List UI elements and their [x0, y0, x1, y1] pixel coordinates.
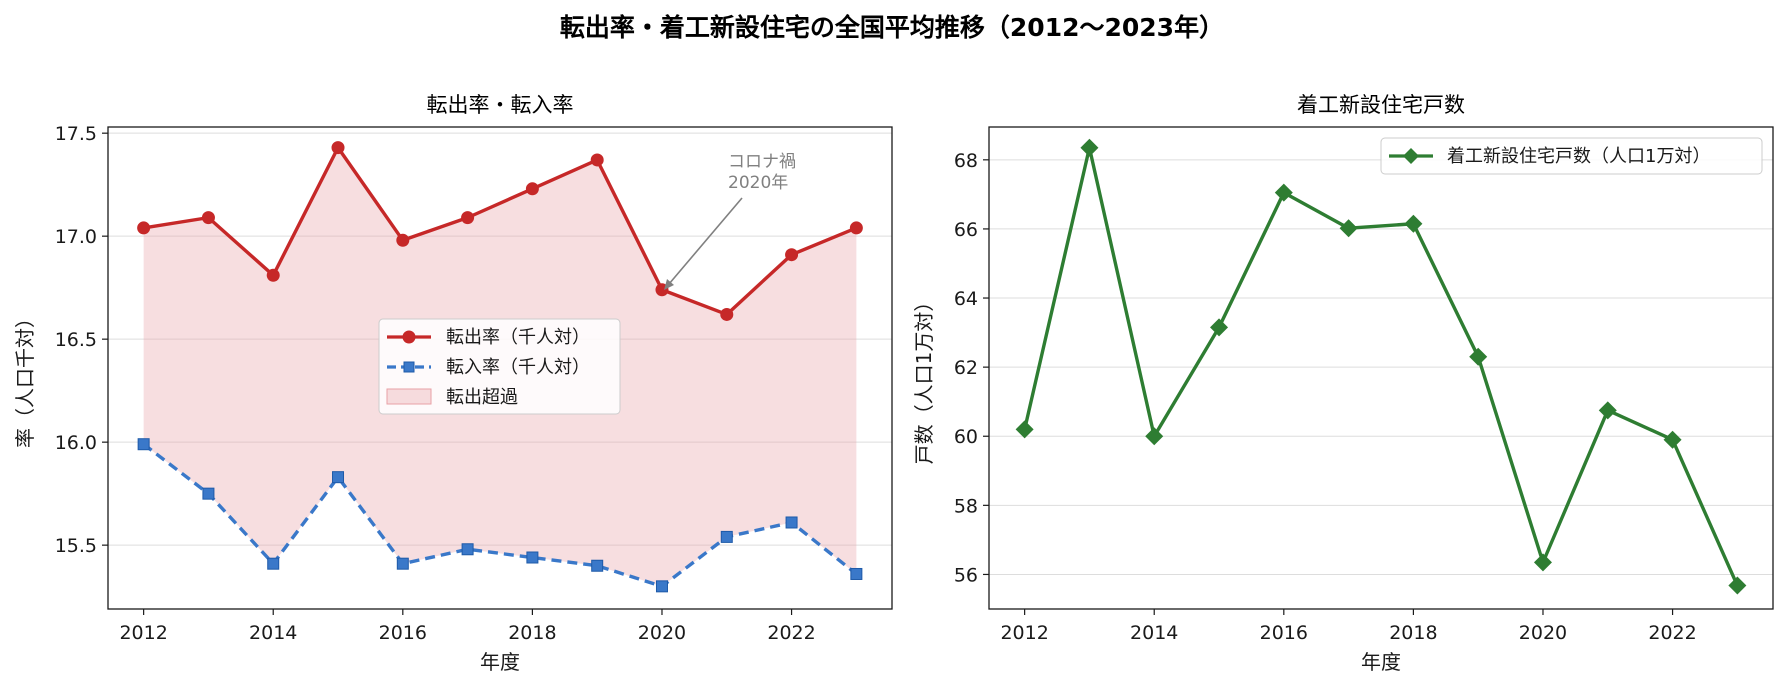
rate-chart-point	[785, 248, 799, 262]
rate-chart-point	[720, 307, 734, 321]
housing-chart-x-tick-label: 2020	[1519, 622, 1567, 644]
annotation-text-line1: コロナ禍	[728, 152, 796, 172]
rate-chart-series-layer	[137, 141, 863, 593]
housing-chart-x-tick-label: 2012	[1000, 622, 1048, 644]
rate-chart-point	[526, 551, 539, 564]
rate-chart-y-axis-label: 率（人口千対）	[13, 308, 37, 448]
rate-chart-point	[266, 268, 280, 282]
housing-chart-point	[1210, 318, 1229, 337]
rate-chart-x-tick-label: 2014	[249, 622, 297, 644]
rate-chart-title: 転出率・転入率	[427, 93, 574, 117]
housing-chart-point	[1145, 427, 1164, 446]
housing-chart-x-tick-label: 2014	[1130, 622, 1178, 644]
rate-chart-point	[590, 153, 604, 167]
rate-chart-point	[655, 580, 668, 593]
housing-chart-y-tick-label: 58	[954, 495, 978, 517]
rate-chart-y-tick-label: 17.0	[55, 226, 97, 248]
rate-chart-point	[396, 557, 409, 570]
housing-chart-point	[1274, 183, 1293, 202]
rate-chart-series-line-0	[143, 145, 858, 317]
housing-chart-point	[1404, 214, 1423, 233]
rate-chart-x-tick-label: 2016	[379, 622, 427, 644]
legend-marker-housing	[1403, 148, 1419, 164]
housing-chart-legend: 着工新設住宅戸数（人口1万対）	[1380, 137, 1763, 175]
housing-chart-y-tick-label: 68	[954, 150, 978, 172]
rate-chart-axes-frame	[107, 126, 893, 610]
housing-chart-point	[1663, 430, 1682, 449]
rate-chart-point	[525, 182, 539, 196]
housing-chart-panel: 着工新設住宅戸数 56 58 60 62 64 66 68 2012 2014 2016 2018 2…	[912, 93, 1774, 674]
rate-chart-x-tick-label: 2018	[508, 622, 556, 644]
housing-chart-y-tick-label: 60	[954, 426, 978, 448]
rate-chart-point	[202, 487, 215, 500]
housing-chart-point	[1080, 138, 1099, 157]
housing-chart-x-tick-label: 2022	[1648, 622, 1696, 644]
rate-chart-x-tick-label: 2022	[767, 622, 815, 644]
annotation-covid: コロナ禍 2020年	[664, 152, 796, 290]
annotation-arrowhead	[664, 279, 674, 290]
rate-chart-point	[137, 221, 151, 235]
housing-chart-ticks: 56 58 60 62 64 66 68 2012 2014 2016 2018 2020 2022	[954, 150, 1697, 644]
rate-chart-point	[267, 557, 280, 570]
housing-chart-y-tick-label: 56	[954, 564, 978, 586]
legend-label-out-rate: 転出率（千人対）	[446, 327, 590, 348]
rate-chart-ticks: 15.5 16.0 16.5 17.0 17.5 2012 2014 2016 2018 2020…	[55, 123, 816, 644]
rate-chart-legend: 転出率（千人対） 転入率（千人対） 転出超過	[378, 318, 621, 415]
legend-marker-out-rate	[402, 330, 416, 344]
rate-chart-point	[461, 211, 475, 225]
rate-chart-y-tick-label: 16.0	[55, 432, 97, 454]
rate-chart-point	[332, 471, 345, 484]
rate-chart-x-axis-label: 年度	[480, 650, 520, 674]
housing-chart-x-axis-label: 年度	[1361, 650, 1401, 674]
housing-chart-y-tick-label: 62	[954, 357, 978, 379]
rate-chart-point	[331, 141, 345, 155]
rate-chart-x-tick-label: 2012	[119, 622, 167, 644]
housing-chart-y-tick-label: 64	[954, 288, 978, 310]
rate-chart-point	[461, 543, 474, 556]
rate-chart-y-tick-label: 16.5	[55, 329, 97, 351]
housing-chart-point	[1598, 401, 1617, 420]
housing-chart-point	[1728, 576, 1747, 595]
rate-chart-point	[720, 530, 733, 543]
rate-chart-y-tick-label: 15.5	[55, 535, 97, 557]
rate-chart-series-line-1	[142, 442, 858, 589]
housing-chart-x-tick-label: 2016	[1260, 622, 1308, 644]
housing-chart-point	[1533, 553, 1552, 572]
rate-chart-panel: 転出率・転入率 15.5 16.0 16.5 17.0 17.5 2012 2014 2016…	[13, 93, 893, 674]
legend-frame	[1380, 137, 1763, 175]
annotation-arrow-line	[668, 197, 743, 285]
legend-label-housing: 着工新設住宅戸数（人口1万対）	[1447, 146, 1710, 167]
housing-chart-y-axis-label: 戸数（人口1万対）	[912, 292, 936, 465]
housing-chart-title: 着工新設住宅戸数	[1297, 93, 1465, 117]
legend-label-excess: 転出超過	[446, 387, 518, 408]
rate-chart-y-tick-label: 17.5	[55, 123, 97, 145]
legend-label-in-rate: 転入率（千人対）	[446, 357, 590, 378]
housing-chart-x-tick-label: 2018	[1389, 622, 1437, 644]
legend-marker-in-rate	[403, 361, 415, 373]
rate-chart-point	[849, 221, 863, 235]
rate-chart-point	[137, 438, 150, 451]
rate-chart-x-tick-label: 2020	[638, 622, 686, 644]
housing-chart-point	[1469, 347, 1488, 366]
housing-chart-axes-frame	[988, 126, 1774, 610]
housing-chart-point	[1015, 420, 1034, 439]
housing-chart-y-tick-label: 66	[954, 219, 978, 241]
annotation-text-line2: 2020年	[728, 173, 788, 193]
housing-chart-series-line-0	[1022, 146, 1739, 587]
legend-swatch-excess	[386, 388, 432, 405]
housing-chart-series-layer	[1015, 138, 1747, 595]
rate-chart-point	[396, 233, 410, 247]
rate-chart-point	[785, 516, 798, 529]
rate-chart-point	[201, 211, 215, 225]
rate-chart-point	[591, 559, 604, 572]
figure-title: 転出率・着工新設住宅の全国平均推移（2012〜2023年）	[560, 13, 1224, 42]
rate-chart-point	[850, 567, 863, 580]
housing-chart-point	[1339, 219, 1358, 238]
legend-frame	[378, 318, 621, 415]
